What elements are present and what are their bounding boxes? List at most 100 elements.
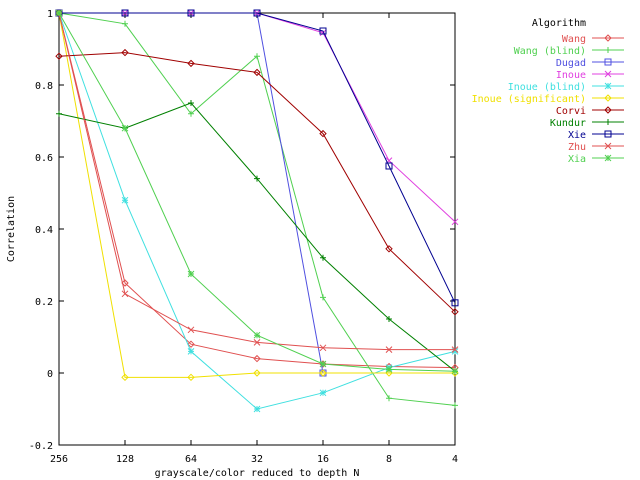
- data-point: [187, 340, 195, 348]
- legend-label: Inoue (significant): [472, 94, 586, 105]
- series-inoue: [55, 9, 459, 226]
- data-point: [604, 82, 612, 90]
- legend-item: Wang (blind): [514, 46, 624, 57]
- data-point: [386, 316, 392, 322]
- legend-item: Inoue (significant): [472, 94, 624, 105]
- legend-label: Kundur: [550, 118, 586, 129]
- data-point: [451, 308, 459, 316]
- x-tick-label: 64: [185, 454, 197, 465]
- legend-label: Wang: [562, 34, 586, 45]
- data-point: [254, 175, 260, 182]
- legend-item: Xia: [568, 154, 624, 165]
- data-point: [253, 331, 261, 339]
- legend-item: Dugad: [556, 58, 624, 69]
- data-point: [451, 348, 459, 355]
- data-point: [385, 366, 393, 373]
- legend-label: Inoue (blind): [508, 82, 586, 93]
- data-point: [604, 154, 612, 162]
- data-point: [319, 27, 327, 35]
- data-point: [187, 59, 195, 68]
- y-tick-label: 0: [47, 369, 53, 380]
- data-point: [320, 254, 326, 261]
- series-inoue-blind: [55, 9, 459, 413]
- data-point: [451, 346, 459, 353]
- data-point: [253, 68, 261, 77]
- series-layer: [55, 9, 459, 413]
- data-point: [385, 346, 393, 353]
- y-tick-label: 1: [47, 9, 53, 20]
- data-point: [319, 344, 327, 352]
- series-xia: [55, 9, 459, 375]
- y-tick-label: 0.6: [35, 153, 53, 164]
- legend-item: Kundur: [550, 118, 624, 129]
- data-point: [451, 299, 459, 307]
- data-point: [604, 106, 612, 114]
- x-tick-label: 4: [452, 454, 458, 465]
- legend-item: Wang: [562, 34, 624, 45]
- y-tick-label: 0.4: [35, 225, 53, 236]
- x-axis-ticks: 256 128 64 32 16 8 4: [50, 13, 458, 465]
- x-tick-label: 16: [317, 454, 329, 465]
- data-point: [604, 58, 612, 66]
- y-tick-label: 0.2: [35, 297, 53, 308]
- data-point: [253, 405, 261, 413]
- y-axis-ticks: -0.2 0 0.2 0.4 0.6 0.8 1: [29, 9, 455, 452]
- data-point: [187, 270, 195, 278]
- data-point: [253, 339, 261, 346]
- data-point: [451, 218, 459, 226]
- data-point: [121, 373, 129, 382]
- y-axis-label: Correlation: [6, 196, 17, 262]
- data-point: [385, 245, 393, 253]
- data-point: [121, 290, 129, 298]
- x-tick-label: 128: [116, 454, 134, 465]
- legend-label: Zhu: [568, 142, 586, 153]
- data-point: [188, 100, 194, 106]
- series-line: [58, 52, 456, 313]
- data-point: [604, 34, 612, 42]
- data-point: [319, 389, 327, 397]
- data-point: [319, 129, 327, 138]
- data-point: [452, 402, 458, 409]
- x-tick-label: 256: [50, 454, 68, 465]
- data-point: [121, 48, 129, 57]
- data-point: [188, 110, 194, 117]
- data-point: [187, 326, 195, 334]
- legend-item: Inoue: [556, 70, 624, 81]
- x-tick-label: 32: [251, 454, 263, 465]
- data-point: [605, 47, 611, 53]
- y-tick-label: -0.2: [29, 441, 53, 452]
- data-point: [319, 369, 327, 377]
- x-axis-label: grayscale/color reduced to depth N: [155, 468, 360, 479]
- legend-label: Dugad: [556, 58, 586, 69]
- data-point: [253, 369, 261, 377]
- legend-label: Xia: [568, 154, 586, 165]
- data-point: [385, 162, 393, 170]
- data-point: [254, 53, 260, 60]
- series-line: [58, 12, 455, 378]
- legend-label: Xie: [568, 130, 586, 141]
- series-corvi: [55, 48, 459, 316]
- data-point: [187, 348, 195, 355]
- legend-title: Algorithm: [532, 18, 586, 29]
- data-point: [121, 124, 129, 132]
- series-wang: [55, 9, 459, 372]
- series-inoue-significant: [55, 9, 459, 382]
- series-line: [58, 12, 456, 369]
- legend-label: Inoue: [556, 70, 586, 81]
- data-point: [605, 119, 611, 125]
- data-point: [386, 395, 392, 402]
- data-point: [253, 9, 261, 17]
- data-point: [55, 52, 63, 60]
- series-line: [58, 102, 456, 372]
- legend-item: Xie: [568, 130, 624, 141]
- series-line: [59, 12, 456, 304]
- data-point: [604, 94, 612, 102]
- data-point: [187, 373, 195, 382]
- data-point: [55, 9, 63, 17]
- legend-item: Inoue (blind): [508, 82, 624, 93]
- data-point: [121, 279, 129, 287]
- data-point: [187, 9, 195, 17]
- legend-item: Corvi: [556, 106, 624, 117]
